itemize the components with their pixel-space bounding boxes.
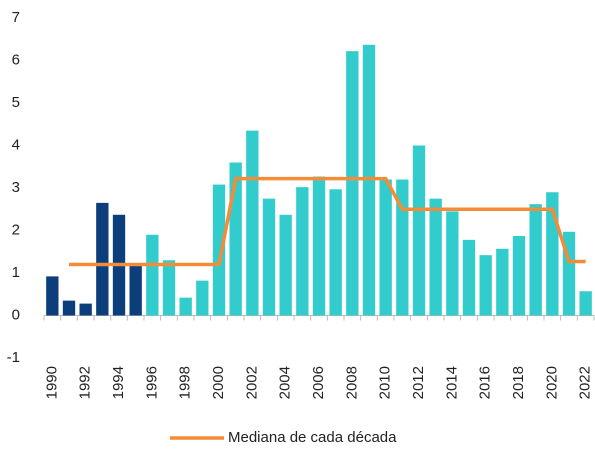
x-tick-label: 2012 [410, 366, 427, 399]
bar [296, 187, 309, 316]
median-line [69, 176, 586, 267]
bar [512, 236, 526, 316]
y-tick-label: 0 [12, 306, 20, 323]
bar [179, 297, 192, 316]
x-tick-label: 2022 [577, 366, 594, 399]
x-tick-label: 2008 [343, 366, 360, 399]
x-tick-label: 2014 [443, 366, 460, 399]
bar [496, 248, 509, 316]
bar [529, 204, 542, 316]
bar [446, 211, 459, 316]
bar [129, 264, 142, 316]
x-tick-label: 2020 [543, 366, 560, 399]
x-tick-label: 2000 [210, 366, 227, 399]
bar [579, 291, 592, 316]
bar [46, 276, 59, 316]
bar [396, 179, 409, 316]
bar [346, 51, 359, 316]
bar [146, 234, 159, 316]
y-tick-label: 7 [12, 9, 20, 26]
x-tick-label: 2002 [243, 366, 260, 399]
legend-label: Mediana de cada década [228, 429, 397, 446]
y-tick-label: 3 [12, 179, 20, 196]
y-tick-label: 1 [12, 264, 20, 281]
x-tick-label: 2016 [477, 366, 494, 399]
x-tick-label: 1998 [177, 366, 194, 399]
bar [196, 280, 209, 316]
bar [162, 260, 176, 316]
x-tick-label: 2018 [510, 366, 527, 399]
y-tick-label: -1 [7, 349, 20, 366]
y-tick-label: 6 [12, 51, 20, 68]
bar [462, 239, 476, 316]
y-tick-label: 4 [12, 136, 20, 153]
y-tick-label: 5 [12, 94, 20, 111]
bar [279, 214, 292, 316]
x-tick-label: 2006 [310, 366, 327, 399]
bar [329, 189, 342, 316]
y-tick-label: 2 [12, 221, 20, 238]
bar [262, 198, 276, 316]
x-tick-label: 2010 [377, 366, 394, 399]
x-tick-label: 1992 [77, 366, 94, 399]
bar [96, 202, 109, 316]
bar [312, 176, 326, 316]
bar [479, 255, 492, 316]
x-tick-label: 1996 [143, 366, 160, 399]
x-tick-label: 1994 [110, 366, 127, 399]
bar [379, 179, 392, 316]
bar [212, 184, 226, 316]
bar [79, 303, 92, 316]
bar [246, 130, 259, 316]
x-tick-label: 1990 [43, 366, 60, 399]
x-tick-label: 2004 [277, 366, 294, 399]
bar [62, 300, 76, 316]
bar [429, 198, 442, 316]
bar [412, 145, 426, 316]
